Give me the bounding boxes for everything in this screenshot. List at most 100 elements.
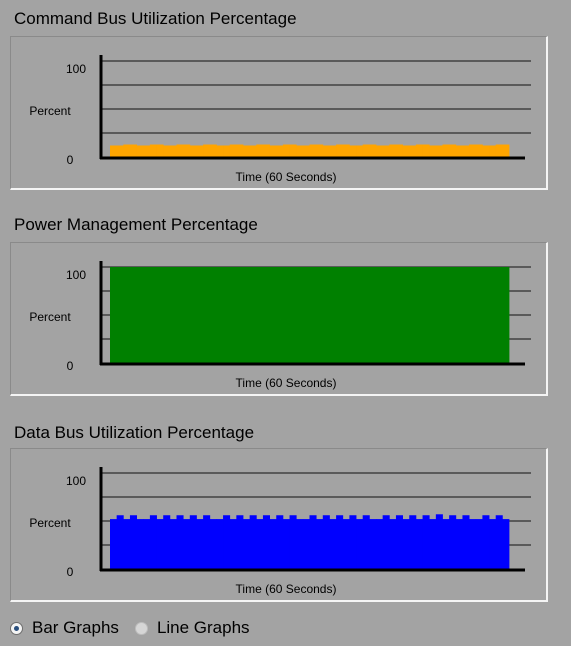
data-bus-bar: [389, 519, 397, 569]
command-bus-title: Command Bus Utilization Percentage: [14, 9, 297, 28]
power-management-bar: [415, 267, 423, 363]
power-management-bar: [123, 267, 131, 363]
data-bus-bar: [269, 519, 277, 569]
power-management-bar: [282, 267, 290, 363]
command-bus-bar: [429, 145, 437, 157]
power-management-bar: [262, 267, 270, 363]
command-bus-bar: [316, 144, 324, 157]
command-bus-bar: [243, 145, 251, 157]
command-bus-bar: [489, 145, 497, 157]
command-bus-bar: [482, 145, 490, 157]
command-bus-bar: [422, 144, 430, 157]
power-management-panel: 100 Percent 0 Time (60 Seconds): [10, 242, 548, 396]
data-bus-bar: [163, 515, 171, 569]
power-management-bar: [249, 267, 257, 363]
power-management-bar: [349, 267, 357, 363]
power-management-bar: [176, 267, 184, 363]
data-bus-bar: [482, 515, 490, 569]
data-bus-bar: [462, 515, 470, 569]
command-bus-bar: [442, 144, 450, 157]
data-bus-bar: [229, 519, 237, 569]
command-bus-bar: [143, 145, 151, 157]
command-bus-bar: [176, 144, 184, 157]
power-management-bar: [229, 267, 237, 363]
graph-mode-selector: Bar Graphs Line Graphs: [10, 617, 266, 639]
bar-graphs-label[interactable]: Bar Graphs: [32, 618, 119, 637]
power-management-bar: [369, 267, 377, 363]
command-bus-bar: [449, 144, 457, 157]
command-bus-bar: [349, 145, 357, 157]
power-management-bar: [269, 267, 277, 363]
command-bus-bar: [149, 144, 157, 157]
data-bus-bar: [369, 519, 377, 569]
command-bus-bar: [389, 144, 397, 157]
command-bus-bar: [169, 145, 177, 157]
data-bus-panel: 100 Percent 0 Time (60 Seconds): [10, 448, 548, 602]
data-bus-bar: [196, 519, 204, 569]
command-bus-bar: [382, 145, 390, 157]
command-bus-bar: [475, 144, 483, 157]
power-management-bar: [336, 267, 344, 363]
data-bus-y-bottom-label: 0: [67, 565, 74, 579]
power-management-bar: [243, 267, 251, 363]
power-management-bar: [435, 267, 443, 363]
power-management-bar: [449, 267, 457, 363]
data-bus-bar: [342, 519, 350, 569]
data-bus-bar: [422, 515, 430, 569]
power-management-bar: [389, 267, 397, 363]
line-graphs-label[interactable]: Line Graphs: [156, 618, 250, 637]
command-bus-bar: [362, 144, 370, 157]
power-management-bar: [110, 267, 118, 363]
command-bus-bar: [376, 145, 384, 157]
command-bus-bar: [163, 145, 171, 157]
power-management-bar: [116, 267, 124, 363]
command-bus-bar: [249, 145, 257, 157]
power-management-bar: [422, 267, 430, 363]
power-management-bar: [362, 267, 370, 363]
command-bus-bar: [469, 144, 477, 157]
power-management-bar: [289, 267, 297, 363]
command-bus-bar: [209, 144, 217, 157]
data-bus-y-top-label: 100: [66, 474, 86, 488]
command-bus-bar: [196, 145, 204, 157]
command-bus-bar: [462, 145, 470, 157]
power-management-bar: [322, 267, 330, 363]
power-management-bar: [236, 267, 244, 363]
data-bus-bar: [356, 519, 364, 569]
command-bus-bar: [262, 144, 270, 157]
command-bus-bar: [302, 145, 310, 157]
power-management-bar: [502, 267, 510, 363]
power-management-bar: [462, 267, 470, 363]
data-bus-bar: [329, 519, 337, 569]
data-bus-bar: [143, 519, 151, 569]
data-bus-bar: [322, 515, 330, 569]
command-bus-panel: 100 Percent 0 Time (60 Seconds): [10, 36, 548, 190]
power-management-bar: [489, 267, 497, 363]
power-management-y-axis-label: Percent: [29, 310, 71, 324]
power-management-bar: [309, 267, 317, 363]
command-bus-bar: [435, 145, 443, 157]
line-graphs-radio[interactable]: [134, 621, 148, 635]
command-bus-chart: 100 Percent 0 Time (60 Seconds): [29, 55, 531, 184]
data-bus-bar: [169, 519, 177, 569]
data-bus-bar: [262, 515, 270, 569]
power-management-bar: [276, 267, 284, 363]
command-bus-bar: [183, 144, 191, 157]
data-bus-bar: [302, 519, 310, 569]
data-bus-bar: [469, 519, 477, 569]
power-management-bar: [296, 267, 304, 363]
bar-graphs-radio[interactable]: [10, 621, 23, 635]
power-management-bar: [209, 267, 217, 363]
power-management-bar: [329, 267, 337, 363]
power-management-y-top-label: 100: [66, 268, 86, 282]
data-bus-bar: [402, 519, 410, 569]
power-management-bar: [482, 267, 490, 363]
command-bus-x-axis-label: Time (60 Seconds): [236, 170, 337, 184]
data-bus-bar: [256, 519, 264, 569]
power-management-bar: [429, 267, 437, 363]
data-bus-bar: [316, 519, 324, 569]
data-bus-bar: [296, 519, 304, 569]
power-management-bar: [196, 267, 204, 363]
data-bus-bar: [495, 515, 503, 569]
power-management-bar: [442, 267, 450, 363]
